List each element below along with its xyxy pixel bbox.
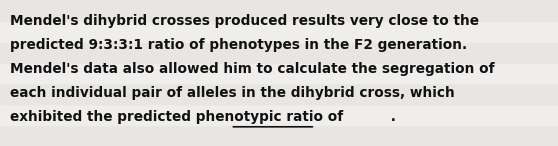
Bar <box>0 104 558 125</box>
Text: each individual pair of alleles in the dihybrid cross, which: each individual pair of alleles in the d… <box>10 86 455 100</box>
Text: Mendel's dihybrid crosses produced results very close to the: Mendel's dihybrid crosses produced resul… <box>10 14 479 28</box>
Bar <box>0 42 558 63</box>
Bar <box>0 21 558 42</box>
Text: exhibited the predicted phenotypic ratio of          .: exhibited the predicted phenotypic ratio… <box>10 110 396 124</box>
Bar <box>0 63 558 83</box>
Bar <box>0 0 558 21</box>
Text: Mendel's data also allowed him to calculate the segregation of: Mendel's data also allowed him to calcul… <box>10 62 494 76</box>
Bar <box>0 125 558 146</box>
Bar <box>0 83 558 104</box>
Text: predicted 9:3:3:1 ratio of phenotypes in the F2 generation.: predicted 9:3:3:1 ratio of phenotypes in… <box>10 38 467 52</box>
